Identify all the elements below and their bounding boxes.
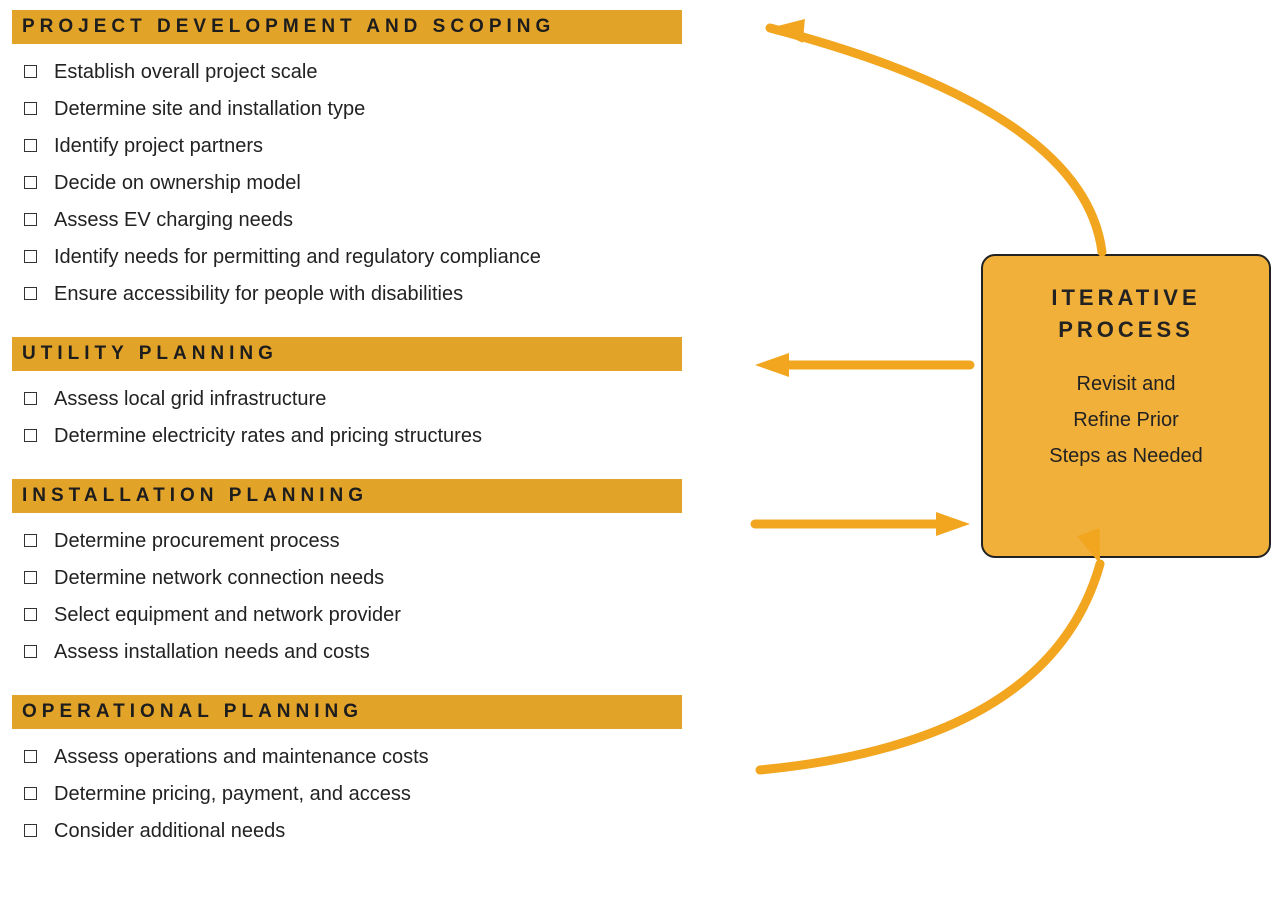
section-header: PROJECT DEVELOPMENT AND SCOPING xyxy=(12,10,682,44)
list-item: Identify project partners xyxy=(20,128,682,165)
iterative-subtitle: Revisit and Refine Prior Steps as Needed xyxy=(983,366,1269,474)
iterative-title-line: PROCESS xyxy=(1058,317,1194,342)
list-item: Identify needs for permitting and regula… xyxy=(20,239,682,276)
iterative-sub-line: Revisit and xyxy=(1077,373,1176,395)
section-project-dev: PROJECT DEVELOPMENT AND SCOPING Establis… xyxy=(12,10,682,313)
section-header: UTILITY PLANNING xyxy=(12,337,682,371)
list-item: Assess installation needs and costs xyxy=(20,634,682,671)
checklist: Determine procurement process Determine … xyxy=(12,513,682,671)
section-operational-planning: OPERATIONAL PLANNING Assess operations a… xyxy=(12,695,682,850)
list-item: Determine electricity rates and pricing … xyxy=(20,418,682,455)
list-item: Assess operations and maintenance costs xyxy=(20,739,682,776)
iterative-sub-line: Refine Prior xyxy=(1073,409,1179,431)
section-installation-planning: INSTALLATION PLANNING Determine procurem… xyxy=(12,479,682,671)
iterative-sub-line: Steps as Needed xyxy=(1049,445,1202,467)
list-item: Determine site and installation type xyxy=(20,91,682,128)
list-item: Establish overall project scale xyxy=(20,54,682,91)
iterative-process-box: ITERATIVE PROCESS Revisit and Refine Pri… xyxy=(981,254,1271,558)
checklist: Establish overall project scale Determin… xyxy=(12,44,682,313)
iterative-title: ITERATIVE PROCESS xyxy=(983,282,1269,346)
checklist: Assess local grid infrastructure Determi… xyxy=(12,371,682,455)
list-item: Determine procurement process xyxy=(20,523,682,560)
sections-column: PROJECT DEVELOPMENT AND SCOPING Establis… xyxy=(12,10,682,874)
list-item: Select equipment and network provider xyxy=(20,597,682,634)
iterative-title-line: ITERATIVE xyxy=(1051,285,1200,310)
list-item: Determine pricing, payment, and access xyxy=(20,776,682,813)
list-item: Assess EV charging needs xyxy=(20,202,682,239)
list-item: Ensure accessibility for people with dis… xyxy=(20,276,682,313)
section-header: OPERATIONAL PLANNING xyxy=(12,695,682,729)
section-utility-planning: UTILITY PLANNING Assess local grid infra… xyxy=(12,337,682,455)
list-item: Decide on ownership model xyxy=(20,165,682,202)
list-item: Assess local grid infrastructure xyxy=(20,381,682,418)
checklist: Assess operations and maintenance costs … xyxy=(12,729,682,850)
list-item: Determine network connection needs xyxy=(20,560,682,597)
list-item: Consider additional needs xyxy=(20,813,682,850)
section-header: INSTALLATION PLANNING xyxy=(12,479,682,513)
